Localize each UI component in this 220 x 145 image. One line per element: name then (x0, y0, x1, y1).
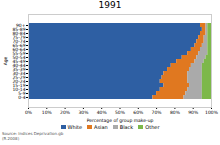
svg-text:90%: 90% (188, 110, 199, 115)
svg-text:70-74: 70-74 (12, 38, 26, 44)
svg-text:35-39: 35-39 (12, 66, 26, 72)
svg-text:80-84: 80-84 (12, 30, 26, 36)
svg-text:40-44: 40-44 (12, 62, 26, 68)
svg-text:50%: 50% (115, 110, 126, 115)
svg-text:80%: 80% (170, 110, 181, 115)
svg-text:Percentage of group make-up: Percentage of group make-up (87, 118, 154, 123)
svg-text:65-69: 65-69 (12, 42, 26, 48)
svg-text:45-49: 45-49 (12, 58, 26, 64)
svg-text:75-79: 75-79 (12, 34, 26, 40)
svg-text:10-14: 10-14 (12, 86, 26, 92)
svg-text:30-34: 30-34 (12, 70, 26, 76)
svg-text:50-54: 50-54 (12, 54, 26, 60)
svg-text:70%: 70% (152, 110, 163, 115)
html-text:White: White (67, 123, 83, 130)
svg-text:100%: 100% (205, 110, 219, 115)
svg-text:90+: 90+ (16, 22, 26, 28)
svg-text:20-24: 20-24 (12, 78, 26, 84)
svg-text:10%: 10% (42, 110, 53, 115)
svg-text:15-19: 15-19 (12, 82, 26, 88)
html-text:1991: 1991 (98, 0, 122, 10)
html-text:Black: Black (119, 123, 134, 130)
svg-text:5-9: 5-9 (18, 90, 26, 96)
svg-text:60%: 60% (133, 110, 144, 115)
svg-text:0%: 0% (25, 110, 33, 115)
html-text:Asian: Asian (94, 123, 108, 130)
svg-text:40%: 40% (97, 110, 108, 115)
svg-text:30%: 30% (78, 110, 89, 115)
html-text:Other: Other (145, 123, 160, 130)
svg-text:0-4: 0-4 (18, 95, 25, 100)
svg-text:25-29: 25-29 (12, 74, 26, 80)
svg-text:20%: 20% (60, 110, 71, 115)
svg-text:Age: Age (3, 56, 8, 65)
svg-text:85-89: 85-89 (12, 26, 26, 32)
svg-text:60-64: 60-64 (12, 46, 26, 52)
html-text:Source: Indices Deprivation.gb: Source: Indices Deprivation.gb (R.2008) (2, 131, 64, 141)
svg-text:55-59: 55-59 (12, 50, 26, 56)
